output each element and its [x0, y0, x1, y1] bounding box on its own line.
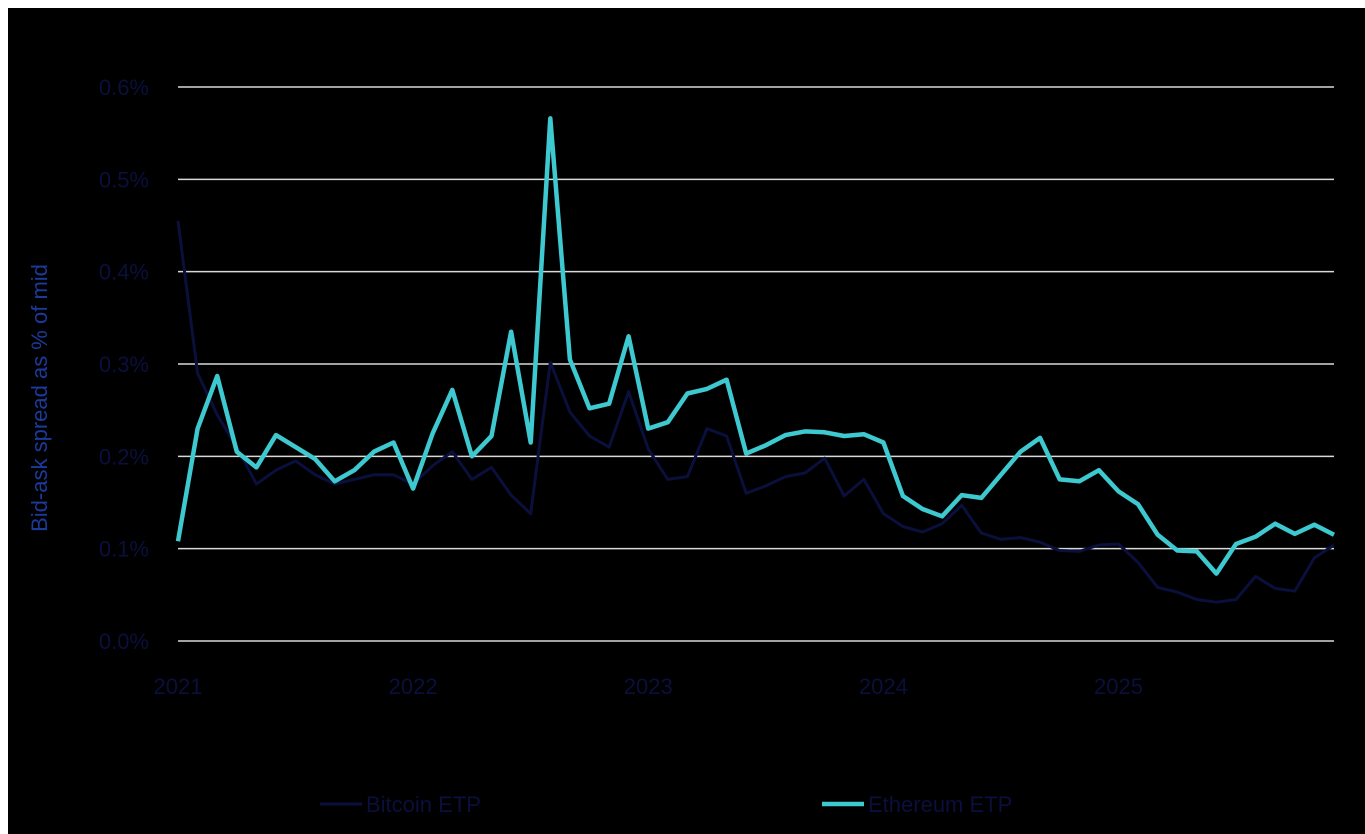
bitcoin-etp-line [176, 220, 1335, 604]
y-tick-label: 0.0% [99, 629, 149, 654]
y-tick-label: 0.4% [99, 260, 149, 285]
legend-label-ethereum: Ethereum ETP [868, 792, 1012, 817]
y-axis-label: Bid-ask spread as % of mid [27, 264, 52, 532]
legend-label-bitcoin: Bitcoin ETP [366, 792, 481, 817]
x-tick-label: 2022 [389, 674, 438, 699]
chart-frame: 0.0% 0.1% 0.2% 0.3% 0.4% 0.5% 0.6% 2021 2022 202… [8, 8, 1365, 834]
y-tick-label: 0.2% [99, 444, 149, 469]
y-tick-label: 0.5% [99, 167, 149, 192]
y-tick-label: 0.3% [99, 352, 149, 377]
legend: Bitcoin ETP Ethereum ETP [320, 792, 1012, 817]
x-tick-label: 2025 [1094, 674, 1143, 699]
series-lines [175, 116, 1336, 604]
gridlines [178, 86, 1334, 642]
x-tick-labels: 2021 2022 2023 2024 2025 [154, 674, 1143, 699]
y-tick-label: 0.6% [99, 75, 149, 100]
x-tick-label: 2023 [624, 674, 673, 699]
x-tick-label: 2024 [859, 674, 908, 699]
chart-svg: 0.0%0.1%0.2%0.3%0.4%0.5%0.6% 2021 2022 202… [27, 75, 1336, 817]
y-tick-labels: 0.0% 0.1% 0.2% 0.3% 0.4% 0.5% 0.6% [99, 75, 149, 654]
x-tick-label: 2021 [154, 674, 203, 699]
ethereum-etp-line [175, 116, 1336, 576]
y-tick-label: 0.1% [99, 537, 149, 562]
